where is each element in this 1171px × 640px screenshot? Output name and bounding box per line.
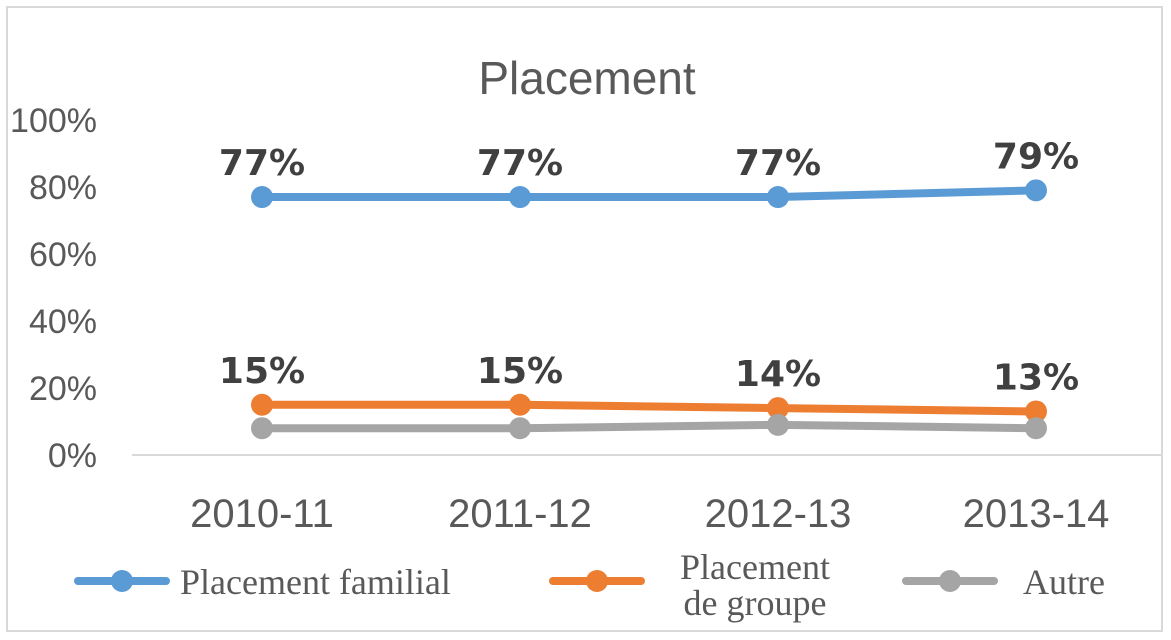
data-point	[509, 417, 531, 440]
y-tick-label: 0%	[48, 437, 97, 475]
data-label: 13%	[993, 357, 1079, 398]
y-tick-label: 60%	[29, 236, 97, 274]
data-point	[767, 186, 789, 209]
data-point	[1025, 179, 1047, 202]
series-line	[258, 420, 1040, 433]
y-tick-label: 40%	[29, 303, 97, 341]
data-point	[767, 413, 789, 436]
data-point	[251, 186, 273, 209]
legend-label: Autre	[1023, 562, 1105, 602]
data-point	[251, 393, 273, 416]
x-tick-label: 2012-13	[705, 492, 852, 536]
data-label: 15%	[477, 351, 563, 392]
data-point	[509, 186, 531, 209]
data-point	[767, 397, 789, 420]
plot-area	[251, 179, 1047, 440]
y-tick-label: 80%	[29, 169, 97, 207]
data-labels: 77% 77% 77% 79% 15% 15% 14% 13%	[219, 136, 1079, 398]
y-tick-label: 20%	[29, 370, 97, 408]
data-label: 77%	[477, 143, 563, 184]
x-axis: 2010-11 2011-12 2012-13 2013-14	[190, 492, 1109, 536]
legend-label: Placement	[680, 547, 830, 587]
legend-label: Placement familial	[180, 562, 451, 602]
x-tick-label: 2010-11	[190, 492, 334, 536]
data-label: 79%	[993, 136, 1079, 177]
y-axis: 0% 20% 40% 60% 80% 100%	[10, 102, 97, 475]
data-label: 77%	[219, 143, 305, 184]
legend-swatch-marker	[111, 570, 133, 592]
x-tick-label: 2011-12	[448, 492, 592, 536]
data-label: 15%	[219, 351, 305, 392]
series-line	[258, 186, 1040, 202]
series-line	[258, 400, 1040, 416]
x-tick-label: 2013-14	[963, 492, 1110, 536]
data-point	[1025, 400, 1047, 423]
data-point	[509, 393, 531, 416]
data-label: 14%	[735, 354, 821, 395]
y-tick-label: 100%	[10, 102, 97, 140]
chart-title: Placement	[478, 52, 696, 104]
data-point	[1025, 417, 1047, 440]
legend-swatch-marker	[939, 570, 961, 592]
chart-frame	[6, 6, 1163, 632]
data-point	[251, 417, 273, 440]
data-label: 77%	[735, 143, 821, 184]
legend-swatch-marker	[586, 570, 608, 592]
legend-label: de groupe	[684, 583, 827, 623]
